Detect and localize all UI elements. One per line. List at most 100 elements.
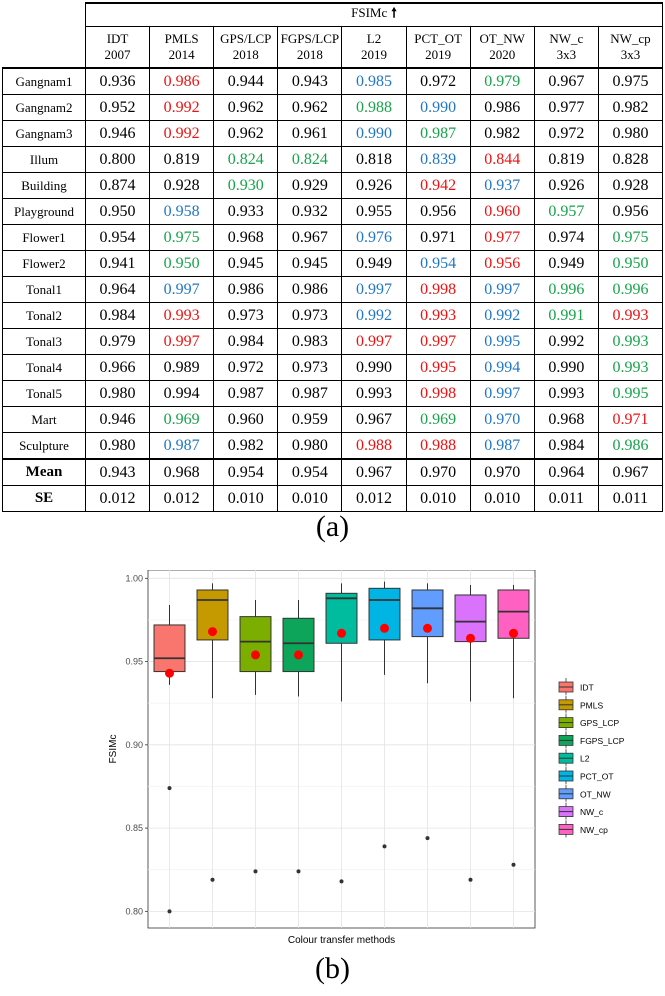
- mean-point: [466, 633, 475, 643]
- table-row: Tonal3 0.979 0.997 0.984 0.983 0.997 0.997 0.99…: [2, 328, 664, 355]
- table-cell: 0.959: [277, 406, 343, 433]
- table-cell: 0.932: [277, 198, 343, 225]
- table-cell: 0.973: [277, 302, 343, 329]
- table-cell: 0.980: [84, 380, 151, 407]
- table-cell: 0.986: [213, 276, 279, 303]
- row-label: Tonal5: [2, 380, 86, 407]
- table-cell: 0.928: [597, 172, 664, 199]
- legend-label: L2: [580, 754, 590, 764]
- table-cell: 0.960: [213, 406, 279, 433]
- method-year: 3x3: [620, 47, 641, 62]
- table-cell: 0.800: [84, 146, 151, 173]
- table-cell: 0.844: [469, 146, 535, 173]
- table-cell: 0.933: [213, 198, 279, 225]
- table-cell: 0.824: [277, 146, 343, 173]
- x-axis-label: Colour transfer methods: [288, 935, 395, 946]
- column-header: FGPS/LCP 2018: [277, 26, 343, 69]
- table-cell: 0.956: [597, 198, 664, 225]
- table-cell: 0.977: [533, 94, 599, 121]
- row-label: Sculpture: [2, 432, 86, 460]
- table-cell: 0.977: [469, 224, 535, 251]
- table-cell: 0.988: [341, 94, 407, 121]
- legend-label: GPS_LCP: [580, 718, 620, 728]
- method-name: OT_NW: [479, 31, 525, 46]
- outlier-point: [511, 862, 516, 867]
- table-cell: 0.971: [597, 406, 664, 433]
- table-cell: 0.980: [277, 432, 343, 460]
- table-cell: 0.997: [405, 328, 471, 355]
- legend-label: FGPS_LCP: [580, 736, 625, 746]
- mean-point: [251, 650, 260, 660]
- table-cell: 0.994: [469, 354, 535, 381]
- column-header: PMLS 2014: [149, 26, 215, 69]
- table-cell: 0.946: [84, 406, 151, 433]
- table-cell: 0.997: [341, 276, 407, 303]
- table-cell: 0.990: [341, 354, 407, 381]
- table-row: Flower1 0.954 0.975 0.968 0.967 0.976 0.971 0.9…: [2, 224, 664, 251]
- table-cell: 0.950: [149, 250, 215, 277]
- table-cell: 0.972: [213, 354, 279, 381]
- caption-b: (b): [315, 952, 350, 985]
- table-cell: 0.949: [533, 250, 599, 277]
- table-cell: 0.987: [469, 432, 535, 460]
- table-cell: 0.973: [277, 354, 343, 381]
- summary-cell: 0.970: [469, 458, 535, 486]
- y-tick-label: 1.00: [125, 573, 143, 583]
- box-FGPS_LCP: [282, 617, 315, 673]
- table-cell: 0.967: [533, 67, 599, 95]
- table-cell: 0.992: [149, 94, 215, 121]
- table-cell: 0.954: [84, 224, 151, 251]
- summary-cell: 0.970: [405, 458, 471, 486]
- summary-cell: 0.967: [341, 458, 407, 486]
- table-cell: 0.990: [341, 120, 407, 147]
- table-cell: 0.992: [341, 302, 407, 329]
- table-cell: 0.943: [277, 67, 343, 95]
- method-year: 2018: [296, 47, 323, 62]
- table-cell: 0.973: [213, 302, 279, 329]
- group-header-label: FSIMc: [351, 5, 388, 20]
- table-cell: 0.993: [341, 380, 407, 407]
- table-row: Gangnam1 0.936 0.986 0.944 0.943 0.985 0.972 0.…: [2, 67, 664, 95]
- table-cell: 0.993: [597, 302, 664, 329]
- column-header: NW_cp 3x3: [597, 26, 664, 69]
- table-cell: 0.975: [597, 67, 664, 95]
- method-name: GPS/LCP: [220, 31, 272, 46]
- table-cell: 0.956: [405, 198, 471, 225]
- table-cell: 0.998: [405, 380, 471, 407]
- summary-label: Mean: [2, 458, 86, 486]
- table-cell: 0.993: [597, 354, 664, 381]
- table-cell: 0.961: [277, 120, 343, 147]
- method-year: 3x3: [556, 47, 577, 62]
- summary-cell: 0.010: [213, 485, 279, 512]
- table-cell: 0.988: [405, 432, 471, 460]
- caption-a: (a): [315, 510, 350, 543]
- column-header: PCT_OT 2019: [405, 26, 471, 69]
- table-cell: 0.958: [149, 198, 215, 225]
- method-name: PCT_OT: [414, 31, 462, 46]
- table-cell: 0.983: [277, 328, 343, 355]
- table-row: Building 0.874 0.928 0.930 0.929 0.926 0.942 0.…: [2, 172, 664, 199]
- table-cell: 0.986: [597, 432, 664, 460]
- table-cell: 0.941: [84, 250, 151, 277]
- table-cell: 0.998: [405, 276, 471, 303]
- table-cell: 0.979: [84, 328, 151, 355]
- table-cell: 0.979: [469, 67, 535, 95]
- method-name: L2: [366, 31, 382, 46]
- table-cell: 0.967: [277, 224, 343, 251]
- table-cell: 0.982: [597, 94, 664, 121]
- summary-cell: 0.012: [341, 485, 407, 512]
- table-cell: 0.969: [149, 406, 215, 433]
- arrow-up-icon: 🠕: [391, 6, 397, 21]
- y-axis-label: FSIMc: [108, 735, 119, 764]
- row-label: Gangnam3: [2, 120, 86, 147]
- outlier-point: [253, 869, 258, 874]
- table-cell: 0.972: [405, 67, 471, 95]
- outlier-point: [425, 836, 430, 841]
- table-cell: 0.989: [149, 354, 215, 381]
- row-label: Playground: [2, 198, 86, 225]
- y-tick-label: 0.80: [125, 906, 143, 916]
- table-cell: 0.996: [533, 276, 599, 303]
- column-header: OT_NW 2020: [469, 26, 535, 69]
- table-cell: 0.993: [149, 302, 215, 329]
- row-label: Gangnam1: [2, 67, 86, 95]
